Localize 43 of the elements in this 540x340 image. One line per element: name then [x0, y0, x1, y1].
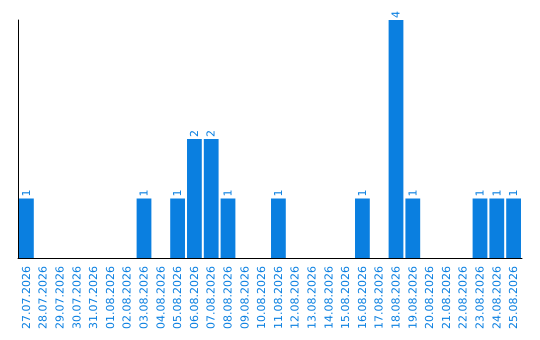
- data-label: 1: [222, 190, 234, 197]
- x-tick-label: 11.08.2026: [272, 266, 285, 330]
- x-tick-label: 25.08.2026: [507, 266, 520, 330]
- x-tick-label: 04.08.2026: [154, 266, 168, 330]
- x-tick-label: 09.08.2026: [238, 266, 252, 330]
- data-label: 2: [204, 130, 218, 138]
- x-tick-label: 31.07.2026: [87, 266, 100, 330]
- data-label: 1: [20, 190, 33, 197]
- data-label: 2: [188, 130, 201, 138]
- x-tick-label: 28.07.2026: [36, 266, 50, 330]
- x-tick-label: 17.08.2026: [372, 266, 386, 330]
- x-tick-label: 06.08.2026: [188, 266, 201, 330]
- x-tick-label: 30.07.2026: [70, 266, 84, 330]
- x-tick-label: 10.08.2026: [255, 266, 268, 330]
- x-tick-label: 07.08.2026: [204, 266, 218, 330]
- x-tick-label: 02.08.2026: [120, 266, 134, 330]
- x-tick-label: 22.08.2026: [456, 266, 470, 330]
- x-tick-label: 05.08.2026: [171, 266, 184, 330]
- x-tick-label: 19.08.2026: [406, 266, 420, 330]
- x-tick-label: 08.08.2026: [222, 266, 234, 330]
- data-label: 1: [474, 190, 486, 197]
- data-label: 1: [406, 190, 420, 197]
- data-label: 1: [272, 190, 285, 197]
- x-tick-label: 20.08.2026: [423, 266, 436, 330]
- data-label: 4: [390, 11, 402, 18]
- x-tick-label: 01.08.2026: [104, 266, 117, 330]
- x-tick-label: 21.08.2026: [440, 266, 453, 330]
- data-label: 1: [171, 190, 184, 197]
- x-tick-label: 23.08.2026: [474, 266, 486, 330]
- x-tick-label: 16.08.2026: [356, 266, 369, 330]
- x-tick-label: 18.08.2026: [390, 266, 402, 330]
- x-tick-label: 24.08.2026: [490, 266, 504, 330]
- data-label: 1: [138, 190, 150, 197]
- data-label: 1: [490, 190, 504, 197]
- x-tick-label: 13.08.2026: [306, 266, 318, 330]
- x-tick-label: 29.07.2026: [54, 266, 66, 330]
- x-tick-label: 27.07.2026: [20, 266, 33, 330]
- x-tick-label: 15.08.2026: [339, 266, 352, 330]
- x-tick-label: 03.08.2026: [138, 266, 150, 330]
- x-tick-label: 14.08.2026: [322, 266, 336, 330]
- x-tick-label: 12.08.2026: [288, 266, 302, 330]
- data-label: 1: [356, 190, 369, 197]
- data-label: 1: [507, 190, 520, 197]
